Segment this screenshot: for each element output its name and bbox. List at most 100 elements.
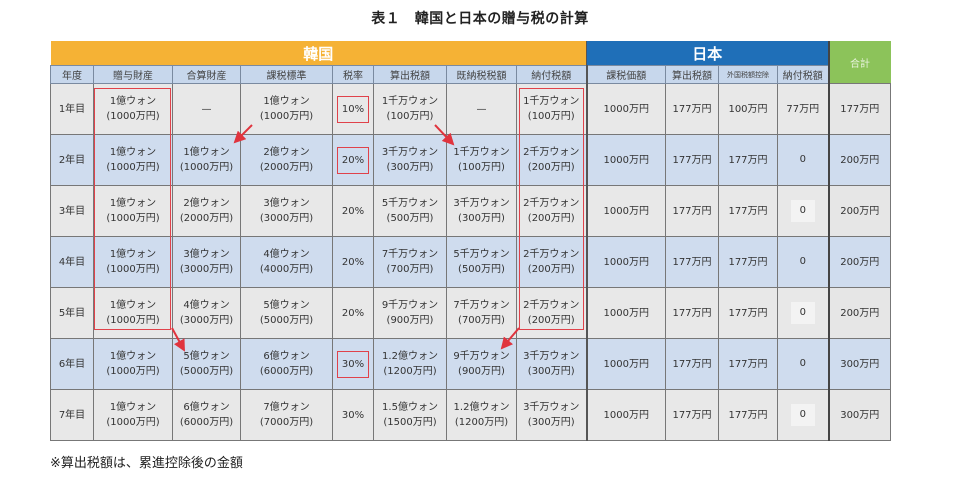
cell-gift-yen: (1000万円) — [106, 111, 160, 122]
cell-calc-yen: (1500万円) — [383, 417, 437, 428]
cell-taxable-yen: (4000万円) — [259, 264, 314, 275]
cell-gift: 1億ウォン (1000万円) — [93, 338, 173, 390]
jp-pay-value: 0 — [799, 358, 806, 369]
column-header-row: 年度 贈与財産 合算財産 課税標準 税率 算出税額 既納税税額 納付税額 課税価… — [50, 65, 891, 84]
cell-calc-yen: (900万円) — [386, 315, 434, 326]
cell-rate: 10% — [332, 83, 374, 135]
cell-combined-won: 2億ウォン — [183, 198, 230, 209]
cell-combined-yen: (6000万円) — [179, 417, 234, 428]
cell-taxable-yen: (7000万円) — [259, 417, 314, 428]
col-header-jp-calc: 算出税額 — [665, 65, 719, 84]
col-header-combined: 合算財産 — [172, 65, 241, 84]
cell-jp-credit: 177万円 — [718, 134, 778, 186]
cell-paid-prev: 1.2億ウォン (1200万円) — [446, 389, 517, 441]
cell-jp-pay: 0 — [777, 389, 829, 441]
cell-paid-prev: 1千万ウォン (100万円) — [446, 134, 517, 186]
cell-paid-prev: 9千万ウォン (900万円) — [446, 338, 517, 390]
table-row: 6年目 1億ウォン (1000万円) 5億ウォン (5000万円) 6億ウォン (6000万… — [50, 338, 891, 390]
cell-jp-value: 1000万円 — [585, 236, 666, 288]
rate-highlight: 30% — [336, 350, 370, 378]
cell-jp-value: 1000万円 — [585, 389, 666, 441]
cell-gift: 1億ウォン (1000万円) — [93, 83, 173, 135]
cell-combined-yen: (5000万円) — [179, 366, 234, 377]
cell-total: 300万円 — [827, 389, 891, 441]
rate-value: 30% — [341, 409, 365, 421]
cell-paid-prev-won: 1千万ウォン — [453, 147, 510, 158]
cell-taxable-won: 1億ウォン — [263, 96, 310, 107]
col-header-paid-prev: 既納税税額 — [446, 65, 517, 84]
cell-pay-yen: (100万円) — [527, 111, 575, 122]
cell-paid-prev-yen: (300万円) — [458, 213, 505, 224]
cell-combined-yen: (3000万円) — [179, 264, 234, 275]
table-row: 3年目 1億ウォン (1000万円) 2億ウォン (2000万円) 3億ウォン (3000万… — [50, 185, 891, 237]
rate-highlight: 10% — [336, 95, 370, 123]
cell-calc-yen: (300万円) — [386, 162, 434, 173]
cell-taxable-won: 7億ウォン — [263, 402, 310, 413]
cell-taxable-won: 3億ウォン — [263, 198, 310, 209]
cell-pay-yen: (200万円) — [527, 315, 575, 326]
cell-taxable-won: 6億ウォン — [263, 351, 310, 362]
cell-rate: 20% — [332, 287, 374, 339]
cell-total: 200万円 — [827, 287, 891, 339]
cell-pay-won: 2千万ウォン — [523, 249, 580, 260]
cell-year: 1年目 — [50, 83, 94, 135]
jp-pay-value: 0 — [790, 302, 815, 324]
cell-pay-won: 2千万ウォン — [523, 198, 580, 209]
cell-gift-won: 1億ウォン — [109, 198, 157, 209]
cell-paid-prev-won: 5千万ウォン — [453, 249, 510, 260]
cell-gift-yen: (1000万円) — [106, 417, 160, 428]
jp-pay-value: 0 — [799, 256, 806, 267]
cell-gift: 1億ウォン (1000万円) — [93, 134, 173, 186]
cell-taxable-yen: (3000万円) — [259, 213, 314, 224]
cell-paid-prev: 3千万ウォン (300万円) — [446, 185, 517, 237]
cell-rate: 30% — [332, 389, 374, 441]
col-header-jp-pay: 納付税額 — [777, 65, 829, 84]
cell-gift-yen: (1000万円) — [106, 162, 160, 173]
cell-gift-won: 1億ウォン — [109, 96, 157, 107]
col-header-rate: 税率 — [332, 65, 374, 84]
cell-taxable: 5億ウォン (5000万円) — [240, 287, 333, 339]
cell-gift-yen: (1000万円) — [106, 315, 160, 326]
col-header-gift: 贈与財産 — [93, 65, 173, 84]
cell-calc: 3千万ウォン (300万円) — [373, 134, 447, 186]
cell-paid-prev-won: 7千万ウォン — [453, 300, 510, 311]
cell-jp-pay: 77万円 — [777, 83, 829, 135]
cell-taxable-won: 2億ウォン — [263, 147, 310, 158]
cell-pay: 3千万ウォン (300万円) — [516, 389, 587, 441]
cell-combined-won: 6億ウォン — [183, 402, 230, 413]
cell-gift-yen: (1000万円) — [106, 366, 160, 377]
footnote: ※算出税額は、累進控除後の金額 — [50, 456, 243, 471]
cell-pay-yen: (200万円) — [527, 264, 575, 275]
cell-gift-won: 1億ウォン — [109, 351, 157, 362]
cell-calc: 9千万ウォン (900万円) — [373, 287, 447, 339]
cell-pay: 1千万ウォン (100万円) — [516, 83, 587, 135]
cell-year: 5年目 — [50, 287, 94, 339]
cell-jp-credit: 177万円 — [718, 287, 778, 339]
cell-combined: 6億ウォン (6000万円) — [172, 389, 241, 441]
cell-jp-calc: 177万円 — [665, 134, 719, 186]
cell-taxable: 1億ウォン (1000万円) — [240, 83, 333, 135]
cell-combined: 4億ウォン (3000万円) — [172, 287, 241, 339]
cell-gift-yen: (1000万円) — [106, 264, 160, 275]
cell-combined-won: 1億ウォン — [183, 147, 230, 158]
cell-pay-won: 2千万ウォン — [523, 147, 580, 158]
col-header-calc: 算出税額 — [373, 65, 447, 84]
cell-calc-yen: (700万円) — [386, 264, 434, 275]
cell-year: 4年目 — [50, 236, 94, 288]
cell-jp-value: 1000万円 — [585, 185, 666, 237]
cell-jp-calc: 177万円 — [665, 236, 719, 288]
cell-gift: 1億ウォン (1000万円) — [93, 185, 173, 237]
cell-combined-won: — — [201, 103, 212, 115]
group-header-row: 韓国 日本 合計 — [50, 41, 891, 84]
cell-calc: 1千万ウォン (100万円) — [373, 83, 447, 135]
cell-gift: 1億ウォン (1000万円) — [93, 236, 173, 288]
cell-calc-won: 1.5億ウォン — [382, 402, 438, 413]
table-row: 4年目 1億ウォン (1000万円) 3億ウォン (3000万円) 4億ウォン (4000万… — [50, 236, 891, 288]
cell-jp-credit: 177万円 — [718, 236, 778, 288]
group-header-total: 合計 — [827, 41, 891, 84]
cell-combined: 1億ウォン (1000万円) — [172, 134, 241, 186]
cell-year: 7年目 — [50, 389, 94, 441]
cell-taxable: 6億ウォン (6000万円) — [240, 338, 333, 390]
cell-jp-pay: 0 — [777, 134, 829, 186]
cell-rate: 20% — [332, 134, 374, 186]
